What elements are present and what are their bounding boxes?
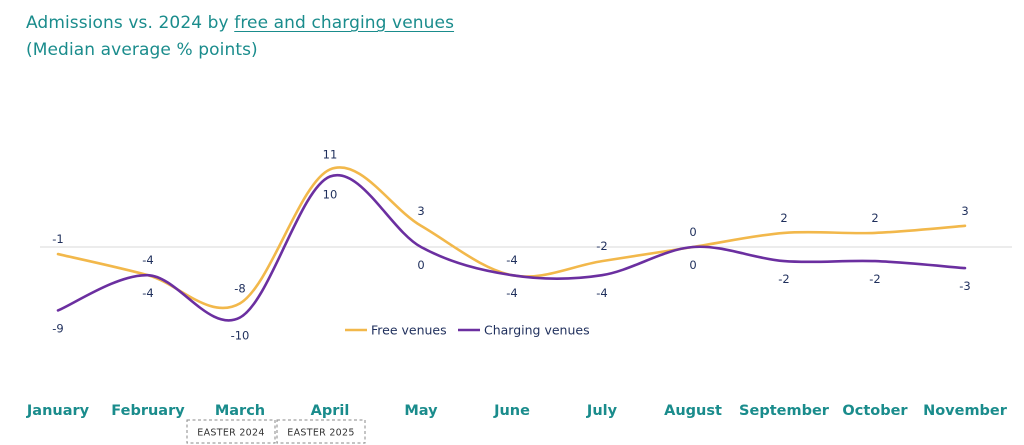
charging-data-label: -2	[869, 272, 880, 286]
free-data-label: 2	[871, 211, 878, 225]
charging-venues-series-line	[56, 173, 967, 322]
x-tick-label: March	[215, 403, 265, 419]
free-data-label: 2	[780, 211, 787, 225]
charging-data-label: 10	[323, 188, 338, 202]
easter-annotation-label: EASTER 2024	[197, 428, 264, 439]
charging-data-label: -4	[596, 286, 607, 300]
x-tick-label: May	[404, 403, 438, 419]
x-tick-label: January	[26, 403, 90, 419]
legend-label: Charging venues	[484, 323, 590, 338]
free-venues-series-line	[56, 166, 967, 310]
x-tick-label: November	[923, 403, 1008, 419]
free-data-label: -4	[142, 253, 153, 267]
x-tick-label: April	[311, 403, 350, 419]
x-tick-label: October	[842, 403, 908, 419]
free-data-label: 3	[417, 204, 424, 218]
x-tick-label: June	[493, 403, 530, 419]
x-tick-label: August	[664, 403, 722, 419]
free-data-label: -1	[52, 232, 63, 246]
easter-annotation-label: EASTER 2025	[287, 428, 354, 439]
charging-data-label: -9	[52, 321, 63, 335]
free-data-label: -8	[234, 281, 245, 295]
free-data-label: -4	[506, 253, 517, 267]
charging-data-label: -4	[142, 286, 153, 300]
charging-data-label: -4	[506, 286, 517, 300]
charging-data-label: -10	[231, 329, 250, 343]
easter-annotation-box	[276, 419, 366, 444]
easter-annotation-box	[186, 419, 276, 444]
chart-title: Admissions vs. 2024 by free and charging…	[26, 10, 454, 64]
free-data-label: 11	[323, 147, 338, 161]
charging-data-label: 0	[689, 258, 696, 272]
chart-subtitle: (Median average % points)	[26, 40, 258, 60]
charging-data-label: 0	[417, 258, 424, 272]
title-prefix: Admissions vs. 2024 by	[26, 13, 235, 33]
title-link[interactable]: free and charging venues	[234, 13, 455, 33]
free-data-label: -2	[596, 239, 607, 253]
charging-data-label: -3	[959, 279, 970, 293]
free-data-label: 3	[961, 204, 968, 218]
x-tick-label: September	[739, 403, 830, 419]
charging-data-label: -2	[778, 272, 789, 286]
free-data-label: 0	[689, 225, 696, 239]
x-tick-label: July	[586, 403, 618, 419]
x-tick-label: February	[111, 403, 185, 419]
legend-label: Free venues	[371, 323, 447, 338]
